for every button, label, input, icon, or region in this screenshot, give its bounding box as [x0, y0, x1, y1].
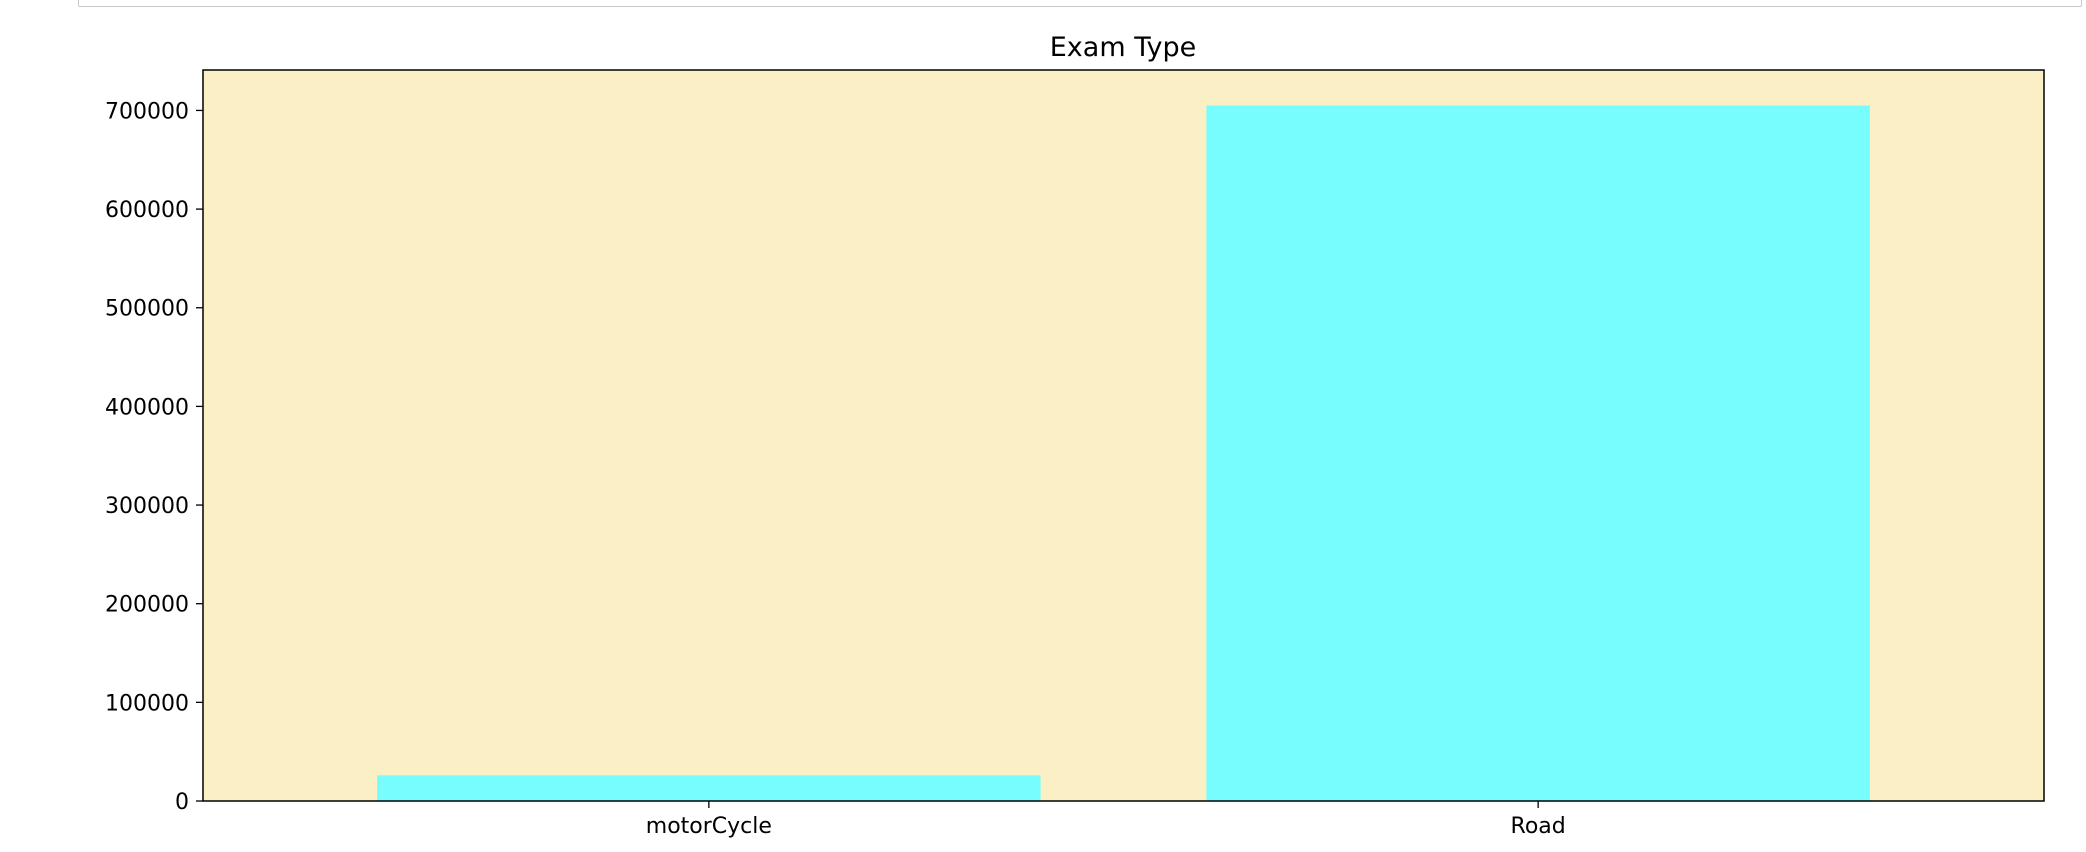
y-tick-label: 700000: [105, 99, 189, 124]
bar-motorcycle: [377, 775, 1041, 801]
bar-road: [1206, 105, 1870, 802]
plot-frame: [202, 69, 2045, 802]
chart-title: Exam Type: [1050, 32, 1196, 63]
y-tick-label: 600000: [105, 198, 189, 223]
x-tick-label: motorCycle: [646, 814, 772, 839]
x-axis: motorCycle Road: [646, 801, 1566, 839]
y-tick-label: 200000: [105, 593, 189, 618]
y-tick-label: 0: [175, 790, 189, 815]
bars: [377, 105, 1870, 802]
y-axis: 0 100000 200000 300000 400000 500000 600000 700…: [105, 99, 203, 815]
y-tick-label: 300000: [105, 494, 189, 519]
y-tick-label: 500000: [105, 297, 189, 322]
previous-output-frame: [78, 0, 2082, 7]
y-tick-label: 100000: [105, 691, 189, 716]
y-tick-label: 400000: [105, 395, 189, 420]
x-tick-label: Road: [1511, 814, 1566, 839]
